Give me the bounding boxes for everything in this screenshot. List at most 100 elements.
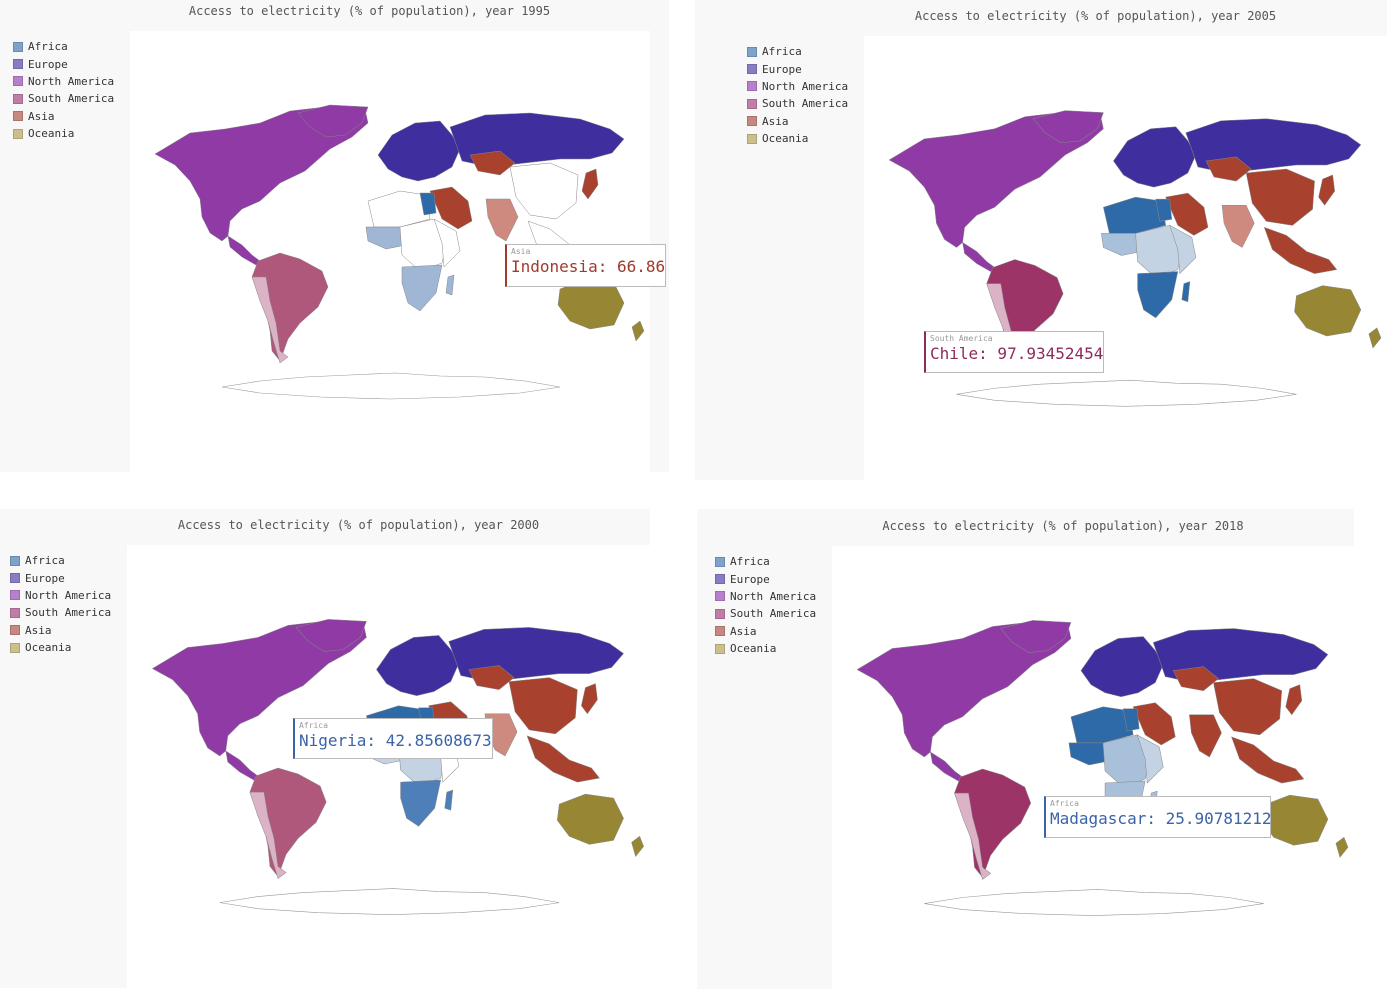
legend-item-south-america[interactable]: South America [747, 95, 848, 112]
legend-item-asia[interactable]: Asia [13, 108, 114, 125]
world-map[interactable] [864, 36, 1387, 480]
legend-item-europe[interactable]: Europe [10, 569, 111, 586]
new-zealand-region[interactable] [631, 320, 645, 342]
antarctica-region[interactable] [956, 379, 1297, 407]
world-map[interactable] [127, 545, 650, 988]
greenland-region[interactable] [295, 619, 367, 652]
map-plot-area[interactable] [127, 545, 650, 988]
legend-item-north-america[interactable]: North America [747, 78, 848, 95]
world-map[interactable] [832, 546, 1354, 989]
north-america-region[interactable] [856, 622, 1072, 758]
legend-item-north-america[interactable]: North America [715, 588, 816, 605]
central-america-region[interactable] [962, 241, 996, 272]
map-plot-area[interactable] [864, 36, 1387, 480]
egypt-region[interactable] [1122, 708, 1140, 732]
legend-item-asia[interactable]: Asia [747, 113, 848, 130]
southern-africa-region[interactable] [400, 779, 442, 827]
world-map[interactable] [130, 31, 650, 472]
antarctica-region[interactable] [221, 372, 561, 400]
legend-item-africa[interactable]: Africa [13, 38, 114, 55]
central-asia-region[interactable] [468, 665, 515, 690]
greenland-region[interactable] [1000, 620, 1072, 653]
antarctica-region[interactable] [924, 889, 1264, 916]
map-plot-area[interactable] [832, 546, 1354, 989]
china-region[interactable] [1213, 678, 1282, 736]
tooltip: Africa Madagascar: 25.90781212 [1044, 796, 1272, 838]
legend-item-asia[interactable]: Asia [715, 623, 816, 640]
europe-region[interactable] [1113, 126, 1197, 188]
west-africa-region[interactable] [1068, 742, 1110, 766]
east-africa-region[interactable] [1136, 734, 1164, 784]
egypt-region[interactable] [1155, 198, 1173, 222]
north-america-region[interactable] [888, 112, 1104, 248]
middle-east-region[interactable] [1165, 192, 1209, 236]
middle-east-region[interactable] [1132, 702, 1176, 746]
north-america-region[interactable] [154, 106, 369, 242]
east-africa-region[interactable] [433, 218, 461, 268]
europe-region[interactable] [1080, 636, 1164, 697]
china-region[interactable] [1245, 168, 1315, 226]
legend-item-europe[interactable]: Europe [715, 570, 816, 587]
legend-item-south-america[interactable]: South America [715, 605, 816, 622]
legend-item-africa[interactable]: Africa [747, 43, 848, 60]
legend-item-oceania[interactable]: Oceania [13, 125, 114, 142]
japan-region[interactable] [1318, 174, 1335, 206]
andes-region[interactable] [251, 276, 289, 364]
southeast-asia-region[interactable] [526, 735, 600, 783]
legend-item-europe[interactable]: Europe [13, 55, 114, 72]
east-africa-region[interactable] [1169, 224, 1197, 275]
india-region[interactable] [1221, 204, 1255, 248]
japan-region[interactable] [1285, 684, 1303, 716]
legend-item-south-america[interactable]: South America [10, 604, 111, 621]
australia-region[interactable] [1294, 285, 1362, 337]
andes-region[interactable] [954, 792, 992, 880]
central-asia-region[interactable] [1205, 156, 1252, 182]
west-africa-region[interactable] [365, 226, 407, 250]
japan-region[interactable] [581, 168, 599, 200]
north-america-region[interactable] [151, 621, 367, 757]
central-america-region[interactable] [227, 235, 261, 266]
southern-africa-region[interactable] [401, 264, 443, 312]
southeast-asia-region[interactable] [1263, 226, 1338, 274]
australia-region[interactable] [1261, 794, 1329, 846]
legend-item-oceania[interactable]: Oceania [715, 640, 816, 657]
legend-item-north-america[interactable]: North America [10, 587, 111, 604]
china-region[interactable] [509, 162, 579, 220]
australia-region[interactable] [557, 793, 624, 845]
legend-item-africa[interactable]: Africa [10, 552, 111, 569]
madagascar-region[interactable] [444, 789, 454, 811]
legend-swatch [13, 93, 23, 104]
legend-item-asia[interactable]: Asia [10, 622, 111, 639]
tooltip-category: Africa [299, 721, 328, 730]
andes-region[interactable] [249, 791, 287, 879]
central-america-region[interactable] [225, 750, 259, 781]
southeast-asia-region[interactable] [1231, 736, 1305, 784]
legend-item-south-america[interactable]: South America [13, 90, 114, 107]
greenland-region[interactable] [297, 104, 369, 138]
legend-item-north-america[interactable]: North America [13, 73, 114, 90]
china-region[interactable] [508, 677, 578, 735]
japan-region[interactable] [581, 683, 598, 715]
greenland-region[interactable] [1032, 110, 1104, 144]
madagascar-region[interactable] [445, 274, 455, 296]
central-america-region[interactable] [930, 751, 963, 782]
new-zealand-region[interactable] [631, 835, 644, 857]
legend-item-europe[interactable]: Europe [747, 60, 848, 77]
central-asia-region[interactable] [1172, 666, 1219, 691]
madagascar-region[interactable] [1181, 281, 1191, 303]
legend-item-oceania[interactable]: Oceania [10, 639, 111, 656]
europe-region[interactable] [377, 120, 461, 182]
new-zealand-region[interactable] [1368, 327, 1382, 349]
central-asia-region[interactable] [469, 150, 516, 176]
india-region[interactable] [1189, 714, 1222, 758]
middle-east-region[interactable] [429, 186, 473, 230]
new-zealand-region[interactable] [1335, 836, 1349, 858]
legend-item-oceania[interactable]: Oceania [747, 130, 848, 147]
legend-item-africa[interactable]: Africa [715, 553, 816, 570]
antarctica-region[interactable] [219, 888, 560, 915]
southern-africa-region[interactable] [1137, 271, 1179, 319]
egypt-region[interactable] [419, 192, 437, 216]
west-africa-region[interactable] [1101, 233, 1142, 256]
india-region[interactable] [485, 198, 519, 242]
europe-region[interactable] [376, 635, 460, 696]
